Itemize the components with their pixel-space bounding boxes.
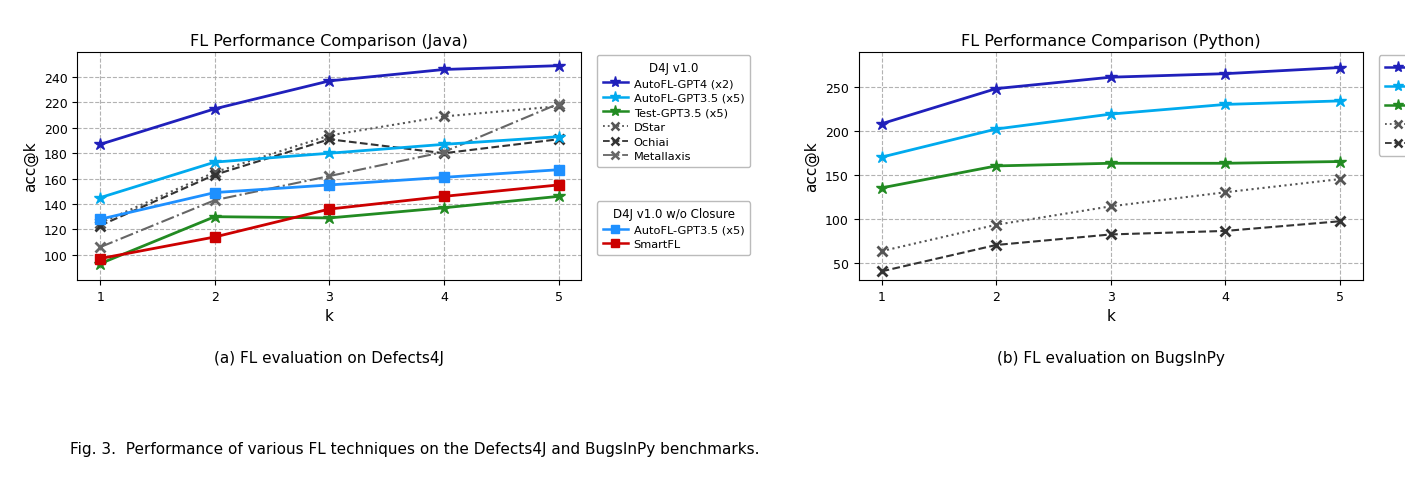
Title: FL Performance Comparison (Python): FL Performance Comparison (Python) (961, 34, 1260, 49)
Text: (b) FL evaluation on BugsInPy: (b) FL evaluation on BugsInPy (996, 351, 1225, 366)
Legend: AutoFL-GPT4 (x2), AutoFL-GPT3.5 (x5), Test-GPT3.5 (x5), DStar, Ochiai: AutoFL-GPT4 (x2), AutoFL-GPT3.5 (x5), Te… (1378, 56, 1405, 156)
Y-axis label: acc@k: acc@k (804, 141, 819, 192)
Title: FL Performance Comparison (Java): FL Performance Comparison (Java) (191, 34, 468, 49)
Y-axis label: acc@k: acc@k (22, 141, 38, 192)
Text: (a) FL evaluation on Defects4J: (a) FL evaluation on Defects4J (215, 351, 444, 366)
Text: Fig. 3.  Performance of various FL techniques on the Defects4J and BugsInPy benc: Fig. 3. Performance of various FL techni… (70, 441, 760, 456)
Legend: AutoFL-GPT3.5 (x5), SmartFL: AutoFL-GPT3.5 (x5), SmartFL (597, 202, 750, 256)
X-axis label: k: k (325, 309, 334, 324)
X-axis label: k: k (1106, 309, 1116, 324)
